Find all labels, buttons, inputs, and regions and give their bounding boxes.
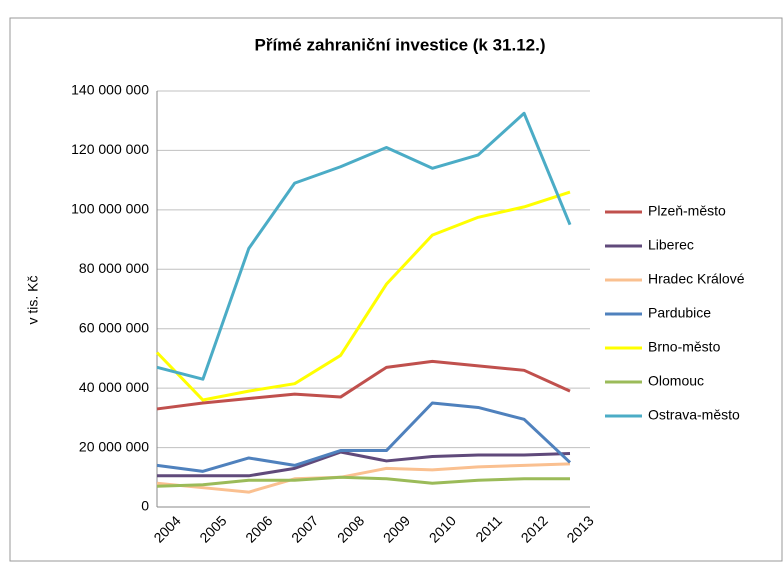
y-axis-label: v tis. Kč bbox=[25, 275, 41, 324]
legend-label: Hradec Králové bbox=[648, 271, 745, 287]
legend-label: Ostrava-město bbox=[648, 407, 740, 423]
legend-label: Liberec bbox=[648, 237, 694, 253]
series-line bbox=[156, 401, 572, 473]
legend-label: Olomouc bbox=[648, 373, 704, 389]
series-line bbox=[156, 475, 570, 488]
series-line bbox=[156, 462, 571, 494]
y-tick-label: 80 000 000 bbox=[79, 260, 149, 276]
y-tick-label: 100 000 000 bbox=[71, 201, 149, 217]
y-tick-label: 0 bbox=[141, 498, 149, 514]
legend-label: Pardubice bbox=[648, 305, 711, 321]
y-tick-label: 140 000 000 bbox=[71, 82, 149, 98]
series-line bbox=[156, 359, 571, 411]
series-line bbox=[155, 190, 571, 402]
legend-label: Brno-město bbox=[648, 339, 721, 355]
y-tick-label: 60 000 000 bbox=[79, 319, 149, 335]
y-tick-label: 120 000 000 bbox=[71, 141, 149, 157]
chart-frame bbox=[9, 17, 783, 562]
y-tick-label: 40 000 000 bbox=[79, 379, 149, 395]
chart-title: Přímé zahraniční investice (k 31.12.) bbox=[254, 35, 545, 54]
y-tick-label: 20 000 000 bbox=[79, 438, 149, 454]
series-line bbox=[156, 111, 572, 381]
legend-label: Plzeň-město bbox=[648, 203, 726, 219]
series-line bbox=[157, 450, 571, 478]
